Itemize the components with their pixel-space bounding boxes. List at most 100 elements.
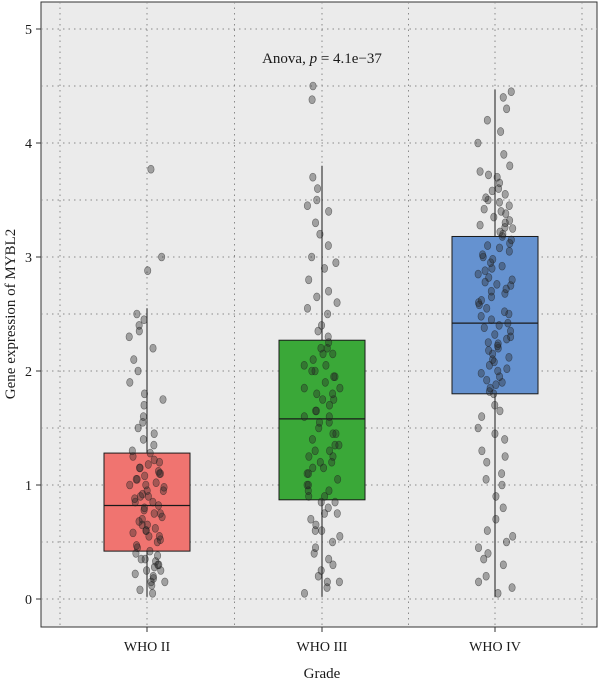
data-point: [480, 204, 488, 214]
data-point: [149, 343, 157, 353]
data-point: [326, 400, 334, 410]
data-point: [476, 220, 484, 230]
data-point: [150, 509, 158, 518]
data-point: [322, 360, 330, 370]
data-point: [491, 400, 499, 410]
data-point: [485, 346, 493, 355]
data-point: [484, 170, 492, 180]
data-point: [496, 227, 504, 237]
data-point: [505, 309, 513, 319]
data-point: [331, 497, 339, 507]
data-point: [142, 480, 150, 490]
data-point: [484, 549, 492, 558]
data-point: [336, 383, 344, 393]
data-point: [483, 526, 491, 535]
data-point: [477, 311, 485, 321]
data-point: [492, 492, 500, 501]
data-point: [501, 452, 509, 461]
data-point: [335, 577, 343, 587]
data-point: [492, 380, 500, 389]
data-point: [300, 360, 308, 370]
data-point: [486, 383, 494, 393]
data-point: [506, 216, 514, 225]
data-point: [332, 258, 340, 268]
data-point: [133, 541, 141, 550]
data-point: [304, 469, 312, 478]
data-point: [156, 509, 164, 518]
data-point: [334, 474, 342, 484]
data-point: [336, 531, 344, 541]
data-point: [161, 577, 169, 587]
data-point: [498, 469, 506, 478]
data-point: [490, 357, 498, 367]
y-tick-label: 1: [25, 479, 32, 494]
data-point: [309, 355, 317, 364]
data-point: [307, 514, 315, 524]
data-point: [140, 315, 148, 325]
data-point: [504, 318, 512, 328]
data-point: [478, 412, 486, 421]
data-point: [482, 193, 490, 203]
data-point: [146, 448, 154, 458]
data-point: [134, 423, 142, 433]
data-point: [152, 478, 160, 488]
data-point: [144, 460, 152, 469]
data-point: [126, 378, 134, 387]
data-point: [498, 232, 506, 241]
data-point: [501, 435, 509, 444]
data-point: [509, 224, 517, 233]
data-point: [133, 543, 141, 553]
data-point: [139, 412, 147, 421]
data-point: [498, 480, 506, 490]
data-point: [483, 457, 491, 467]
data-point: [131, 497, 139, 507]
anova-annotation: Anova, p = 4.1e−37: [262, 51, 382, 67]
data-point: [300, 383, 308, 393]
data-point: [305, 452, 313, 461]
data-point: [481, 266, 489, 275]
data-point: [489, 254, 497, 264]
x-axis-title: Grade: [304, 666, 341, 682]
data-point: [150, 429, 158, 439]
data-point: [333, 298, 341, 307]
data-point: [145, 531, 153, 541]
data-point: [483, 375, 491, 385]
anova-prefix: Anova,: [262, 51, 310, 67]
data-point: [503, 364, 511, 374]
axis-ticks: 0 1 2 3 4 5 WHO II WHO III WHO IV: [25, 23, 521, 655]
data-point: [313, 389, 321, 399]
data-point: [129, 528, 137, 538]
data-point: [150, 455, 158, 465]
data-point: [329, 389, 337, 399]
data-point: [333, 509, 341, 518]
data-point: [475, 300, 483, 310]
data-point: [335, 440, 343, 450]
data-point: [496, 406, 504, 416]
y-axis-title: Gene expression of MYBL2: [3, 229, 19, 399]
data-point: [507, 326, 515, 336]
data-point: [130, 355, 138, 364]
data-point: [136, 463, 144, 473]
data-point: [155, 531, 163, 541]
data-point: [329, 349, 337, 359]
data-point: [320, 509, 328, 518]
data-point: [501, 307, 509, 317]
data-point: [499, 503, 507, 513]
data-point: [308, 95, 316, 104]
data-point: [325, 486, 333, 496]
data-point: [158, 252, 166, 262]
data-point: [477, 296, 485, 305]
data-point: [134, 366, 142, 376]
data-point: [324, 309, 332, 319]
data-point: [304, 480, 312, 490]
data-point: [324, 332, 332, 342]
data-point: [139, 435, 147, 444]
data-point: [317, 343, 325, 353]
data-point: [500, 150, 508, 159]
data-point: [499, 93, 507, 102]
data-point: [300, 412, 308, 421]
data-point: [474, 423, 482, 433]
data-point: [312, 406, 320, 416]
data-point: [151, 524, 159, 533]
